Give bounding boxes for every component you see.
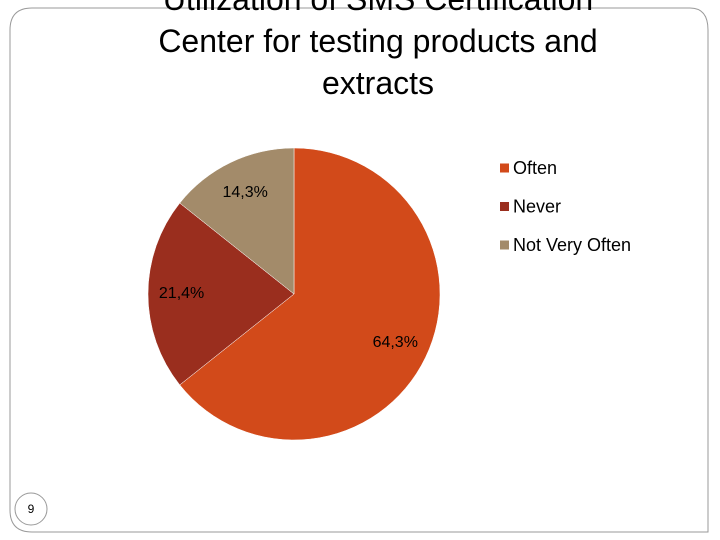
data-label: 14,3% — [222, 184, 267, 201]
data-label: 64,3% — [373, 334, 418, 351]
legend-label: Never — [513, 196, 561, 216]
legend-swatch — [500, 163, 509, 173]
slide-border — [9, 7, 709, 533]
pie-slice — [179, 147, 295, 295]
legend-swatch — [500, 202, 509, 211]
legend-label: Often — [513, 158, 557, 178]
legend-swatch — [500, 240, 509, 250]
slide-number-badge — [14, 492, 48, 526]
pie-slice — [179, 147, 441, 441]
data-label: 21,4% — [159, 285, 204, 302]
legend-label: Not Very Often — [513, 235, 631, 255]
pie-slice — [147, 202, 295, 386]
chart-title: Utilization of SMS Certification Center … — [158, 0, 598, 101]
slide-number: 9 — [28, 502, 35, 516]
